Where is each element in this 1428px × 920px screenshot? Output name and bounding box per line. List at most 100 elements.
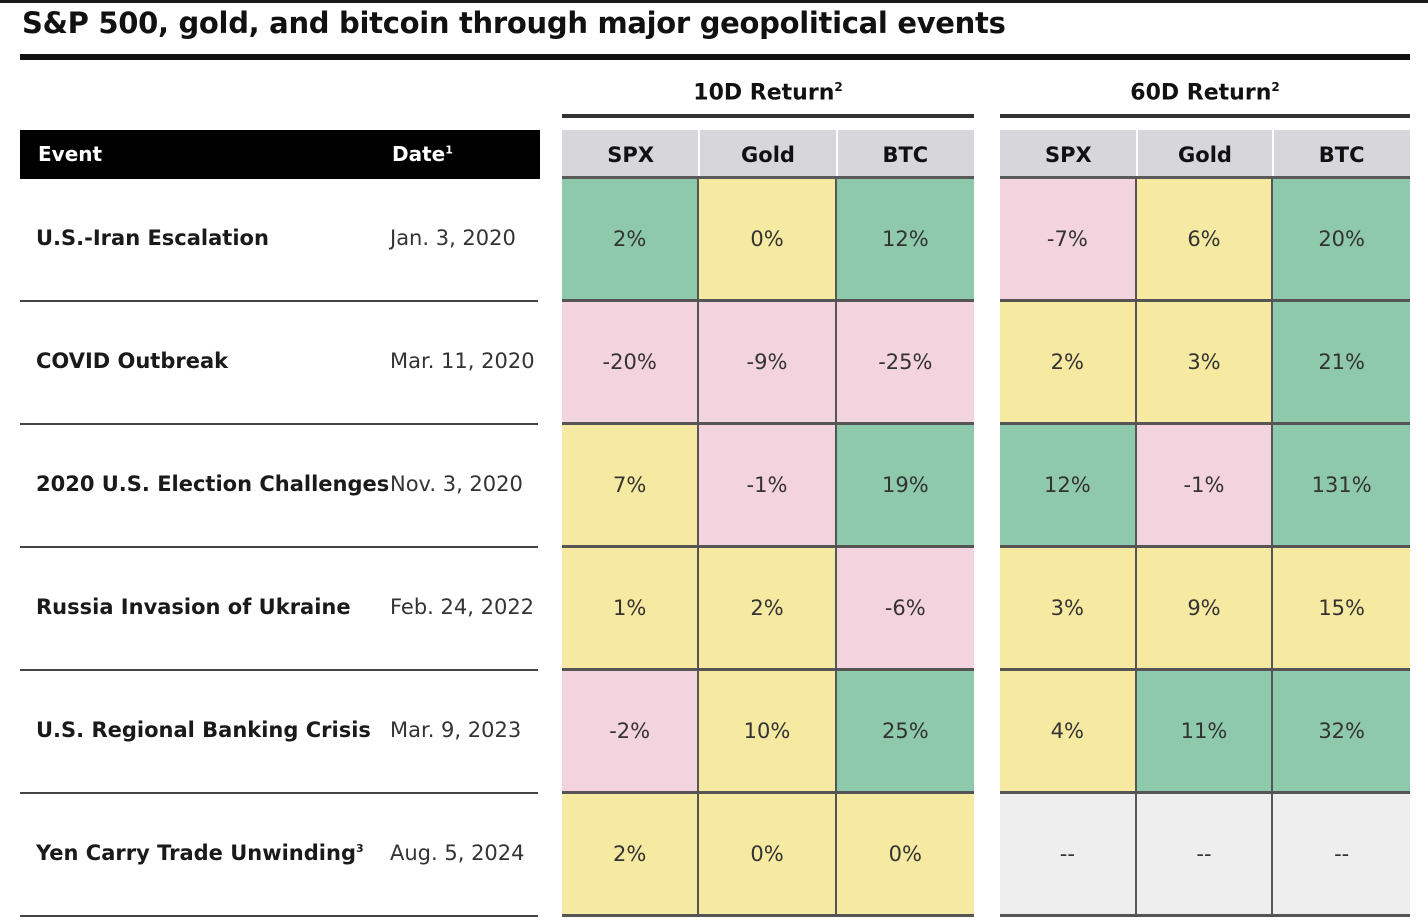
- return-cell-10d-btc: 0%: [836, 794, 974, 914]
- row-event-label: U.S.-Iran Escalation: [36, 226, 269, 250]
- row-divider: [1000, 299, 1410, 302]
- return-cell-60d-btc: --: [1273, 794, 1410, 914]
- return-cell-60d-spx: -7%: [1000, 179, 1137, 299]
- return-cell-10d-gold: -9%: [699, 302, 837, 422]
- group-label-60d-note: 2: [1271, 80, 1280, 94]
- return-cell-10d-spx: 2%: [562, 794, 700, 914]
- return-cell-10d-btc: -6%: [836, 548, 974, 668]
- return-cell-10d-gold: 0%: [699, 179, 837, 299]
- header-date-note: 1: [445, 143, 453, 157]
- header-divider: [1135, 130, 1138, 176]
- header-60d-btc: BTC: [1318, 143, 1365, 167]
- table-header-left: Event Date1: [20, 130, 540, 179]
- row-divider: [562, 545, 974, 548]
- return-cell-60d-gold: --: [1136, 794, 1274, 914]
- return-cell-10d-btc: 25%: [836, 671, 974, 791]
- row-separator: [20, 915, 538, 917]
- row-date: Mar. 9, 2023: [390, 718, 522, 742]
- return-cell-60d-spx: 3%: [1000, 548, 1137, 668]
- header-date: Date1: [392, 142, 453, 166]
- row-event-text: COVID Outbreak: [36, 349, 229, 373]
- row-date: Mar. 11, 2020: [390, 349, 535, 373]
- header-date-text: Date: [392, 142, 446, 166]
- header-divider: [835, 130, 838, 176]
- header-60d-gold: Gold: [1178, 143, 1232, 167]
- return-cell-60d-btc: 32%: [1273, 671, 1410, 791]
- top-border: [0, 0, 1428, 3]
- row-divider: [1000, 668, 1410, 671]
- return-cell-60d-btc: 21%: [1273, 302, 1410, 422]
- row-divider: [1000, 545, 1410, 548]
- group-label-10d: 10D Return2: [562, 80, 974, 110]
- return-cell-60d-spx: 12%: [1000, 425, 1137, 545]
- row-divider: [562, 422, 974, 425]
- group-label-60d: 60D Return2: [1000, 80, 1410, 110]
- group-label-10d-text: 10D Return: [693, 80, 835, 106]
- row-separator: [20, 300, 538, 302]
- row-separator: [20, 423, 538, 425]
- page-title: S&P 500, gold, and bitcoin through major…: [22, 6, 1006, 40]
- row-event-text: U.S. Regional Banking Crisis: [36, 718, 371, 742]
- row-divider: [562, 299, 974, 302]
- row-date: Jan. 3, 2020: [390, 226, 516, 250]
- return-cell-10d-spx: -20%: [562, 302, 700, 422]
- return-cell-60d-spx: 2%: [1000, 302, 1137, 422]
- header-60d-spx: SPX: [1044, 143, 1092, 167]
- return-cell-10d-btc: 12%: [836, 179, 974, 299]
- header-block-10d: [562, 130, 974, 176]
- row-divider: [562, 914, 974, 917]
- row-event-text: Yen Carry Trade Unwinding: [36, 841, 356, 865]
- return-cell-60d-btc: 131%: [1273, 425, 1410, 545]
- row-date: Nov. 3, 2020: [390, 472, 523, 496]
- row-event-label: 2020 U.S. Election Challenges: [36, 472, 389, 496]
- return-cell-60d-gold: -1%: [1136, 425, 1274, 545]
- group-label-10d-note: 2: [834, 80, 843, 94]
- return-cell-60d-gold: 9%: [1136, 548, 1274, 668]
- return-cell-10d-spx: 2%: [562, 179, 700, 299]
- return-cell-10d-gold: -1%: [699, 425, 837, 545]
- header-divider: [1272, 130, 1275, 176]
- return-cell-10d-btc: -25%: [836, 302, 974, 422]
- return-cell-60d-gold: 11%: [1136, 671, 1274, 791]
- return-cell-60d-spx: --: [1000, 794, 1137, 914]
- group-rule-10d: [562, 114, 974, 118]
- return-cell-10d-spx: 1%: [562, 548, 700, 668]
- row-event-text: Russia Invasion of Ukraine: [36, 595, 351, 619]
- return-cell-10d-spx: -2%: [562, 671, 700, 791]
- row-divider: [562, 791, 974, 794]
- return-cell-10d-spx: 7%: [562, 425, 700, 545]
- group-label-60d-text: 60D Return: [1130, 80, 1272, 106]
- return-cell-60d-gold: 6%: [1136, 179, 1274, 299]
- return-cell-60d-btc: 20%: [1273, 179, 1410, 299]
- return-cell-10d-btc: 19%: [836, 425, 974, 545]
- return-cell-10d-gold: 0%: [699, 794, 837, 914]
- title-rule: [20, 54, 1410, 60]
- return-cell-10d-gold: 10%: [699, 671, 837, 791]
- return-cell-60d-spx: 4%: [1000, 671, 1137, 791]
- row-event-label: U.S. Regional Banking Crisis: [36, 718, 371, 742]
- row-event-text: 2020 U.S. Election Challenges: [36, 472, 390, 496]
- row-event-label: COVID Outbreak: [36, 349, 228, 373]
- row-divider: [562, 668, 974, 671]
- row-event-text: U.S.-Iran Escalation: [36, 226, 269, 250]
- row-event-label: Russia Invasion of Ukraine: [36, 595, 351, 619]
- header-divider: [698, 130, 701, 176]
- row-date: Aug. 5, 2024: [390, 841, 525, 865]
- group-rule-60d: [1000, 114, 1410, 118]
- row-event-footnote: 3: [355, 842, 364, 855]
- header-underline: [1000, 176, 1410, 179]
- row-divider: [1000, 422, 1410, 425]
- return-cell-10d-gold: 2%: [699, 548, 837, 668]
- return-cell-60d-gold: 3%: [1136, 302, 1274, 422]
- header-underline: [562, 176, 974, 179]
- row-separator: [20, 669, 538, 671]
- header-block-60d: [1000, 130, 1410, 176]
- return-cell-60d-btc: 15%: [1273, 548, 1410, 668]
- header-10d-gold: Gold: [741, 143, 795, 167]
- header-10d-spx: SPX: [607, 143, 655, 167]
- row-event-label: Yen Carry Trade Unwinding3: [36, 841, 364, 865]
- header-event: Event: [38, 142, 103, 166]
- row-divider: [1000, 914, 1410, 917]
- row-separator: [20, 792, 538, 794]
- row-date: Feb. 24, 2022: [390, 595, 535, 619]
